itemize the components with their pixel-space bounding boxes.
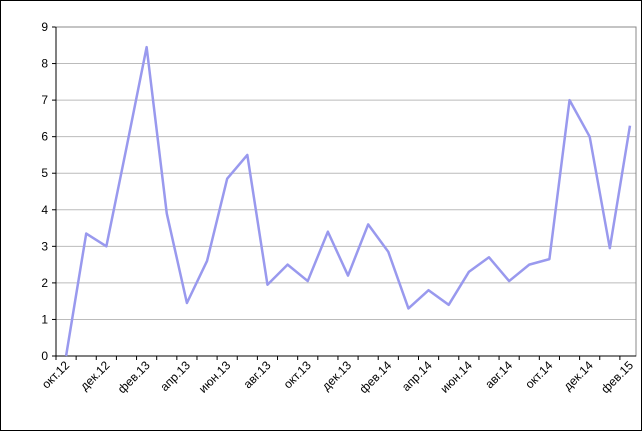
y-tick-label: 8 [41, 57, 48, 71]
y-tick-label: 4 [41, 203, 48, 217]
y-tick-label: 9 [41, 20, 48, 34]
y-tick-label: 0 [41, 349, 48, 363]
y-tick-label: 6 [41, 130, 48, 144]
y-tick-label: 5 [41, 166, 48, 180]
y-tick-label: 3 [41, 239, 48, 253]
y-tick-label: 1 [41, 312, 48, 326]
y-tick-label: 2 [41, 276, 48, 290]
data-line [64, 45, 632, 357]
y-tick-label: 7 [41, 93, 48, 107]
